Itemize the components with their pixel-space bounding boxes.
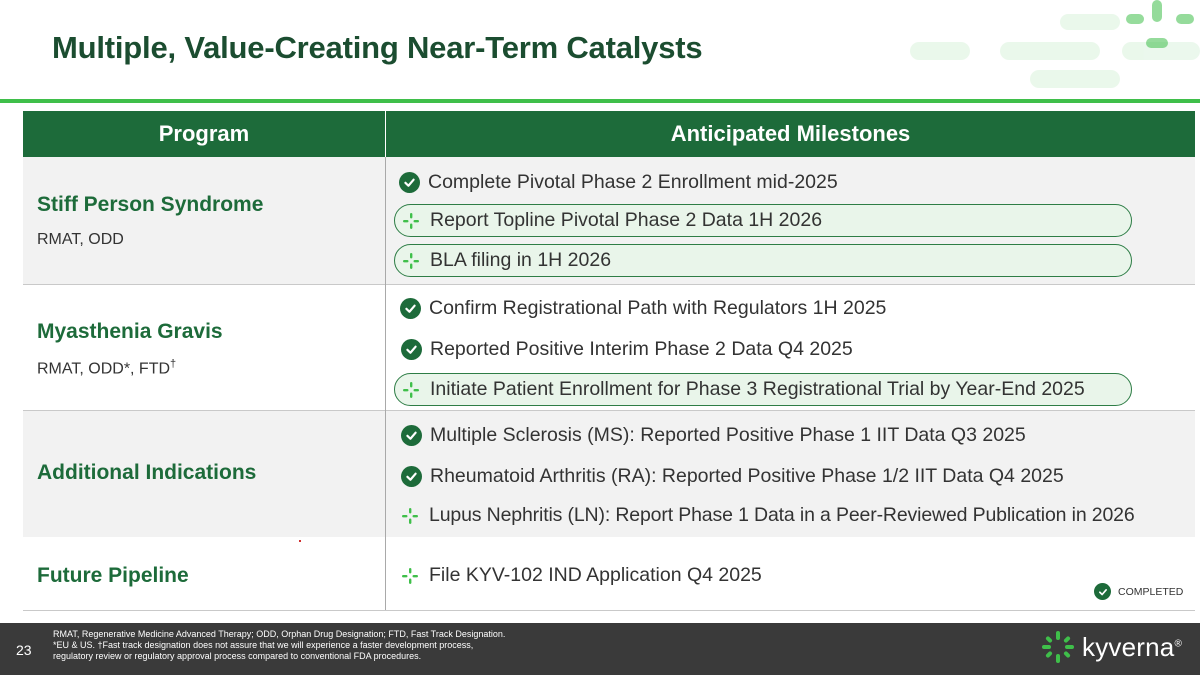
sparkle-cross-icon [399,565,421,587]
milestone-item: Multiple Sclerosis (MS): Reported Positi… [400,419,1190,452]
footnote-line: regulatory review or regulatory approval… [53,651,422,661]
table-row: Stiff Person Syndrome RMAT, ODD Complete… [23,157,1195,284]
milestone-text: Complete Pivotal Phase 2 Enrollment mid-… [428,171,838,193]
sparkle-cross-icon [400,210,422,232]
milestone-text: Lupus Nephritis (LN): Report Phase 1 Dat… [429,504,1135,526]
slide-title: Multiple, Value-Creating Near-Term Catal… [52,30,703,65]
milestone-item: Lupus Nephritis (LN): Report Phase 1 Dat… [399,499,1194,532]
check-circle-icon [1094,583,1111,600]
sparkle-cross-icon [399,505,421,527]
sparkle-cross-icon [400,379,422,401]
table-row: Future Pipeline File KYV-102 IND Applica… [23,537,1195,610]
row-divider [23,284,1195,285]
check-circle-icon [399,298,421,320]
header-program: Program [158,121,250,146]
table-bottom-rule [23,610,1195,611]
logo-wordmark: kyverna® [1082,631,1183,662]
milestone-item: Complete Pivotal Phase 2 Enrollment mid-… [398,166,1158,199]
milestone-text: Multiple Sclerosis (MS): Reported Positi… [430,424,1026,446]
check-circle-icon [398,172,420,194]
footer-bar: 23 RMAT, Regenerative Medicine Advanced … [0,623,1200,675]
program-name: Additional Indications [37,461,257,484]
milestone-item: File KYV-102 IND Application Q4 2025 [399,559,1159,592]
legend-label: COMPLETED [1118,585,1184,598]
milestone-text: Confirm Registrational Path with Regulat… [429,297,887,319]
program-name: Myasthenia Gravis [37,320,223,343]
milestone-item-highlighted: BLA filing in 1H 2026 [394,244,1132,277]
milestone-text: Reported Positive Interim Phase 2 Data Q… [430,338,853,360]
program-designations: RMAT, ODD [37,231,124,248]
table-row: Additional Indications Multiple Sclerosi… [23,411,1195,537]
title-divider [0,99,1200,103]
milestone-text: BLA filing in 1H 2026 [430,249,612,271]
logo-mark-icon [1042,631,1074,663]
company-logo: kyverna® [1040,629,1182,665]
milestone-item: Rheumatoid Arthritis (RA): Reported Posi… [400,460,1190,493]
page-number: 23 [16,642,32,658]
milestone-text: Rheumatoid Arthritis (RA): Reported Posi… [430,465,1064,487]
milestone-item-highlighted: Initiate Patient Enrollment for Phase 3 … [394,373,1132,406]
check-circle-icon [400,339,422,361]
milestone-text: Initiate Patient Enrollment for Phase 3 … [430,378,1085,400]
header-milestones: Anticipated Milestones [385,111,1195,157]
milestone-text: Report Topline Pivotal Phase 2 Data 1H 2… [430,209,823,231]
program-name: Stiff Person Syndrome [37,193,264,216]
footnote-line: RMAT, Regenerative Medicine Advanced The… [53,629,506,639]
footnote: RMAT, Regenerative Medicine Advanced The… [53,629,613,662]
milestone-item-highlighted: Report Topline Pivotal Phase 2 Data 1H 2… [394,204,1132,237]
milestone-item: Confirm Registrational Path with Regulat… [399,292,1159,325]
milestone-item: Reported Positive Interim Phase 2 Data Q… [400,333,1160,366]
table-row: Myasthenia Gravis RMAT, ODD*, FTD† Confi… [23,285,1195,410]
program-name: Future Pipeline [37,564,189,587]
footnote-line: *EU & US. †Fast track designation does n… [53,640,474,650]
stray-mark [299,540,301,542]
milestone-text: File KYV-102 IND Application Q4 2025 [429,564,762,586]
row-divider [23,410,1195,411]
check-circle-icon [400,425,422,447]
check-circle-icon [400,466,422,488]
column-divider [385,157,386,610]
program-designations: RMAT, ODD*, FTD† [37,358,177,378]
decorative-brand-pattern [910,0,1200,88]
sparkle-cross-icon [400,250,422,272]
catalysts-table: Program Anticipated Milestones Stiff Per… [23,111,1195,611]
legend-completed: COMPLETED [1094,583,1183,600]
table-header: Program Anticipated Milestones [23,111,1195,157]
